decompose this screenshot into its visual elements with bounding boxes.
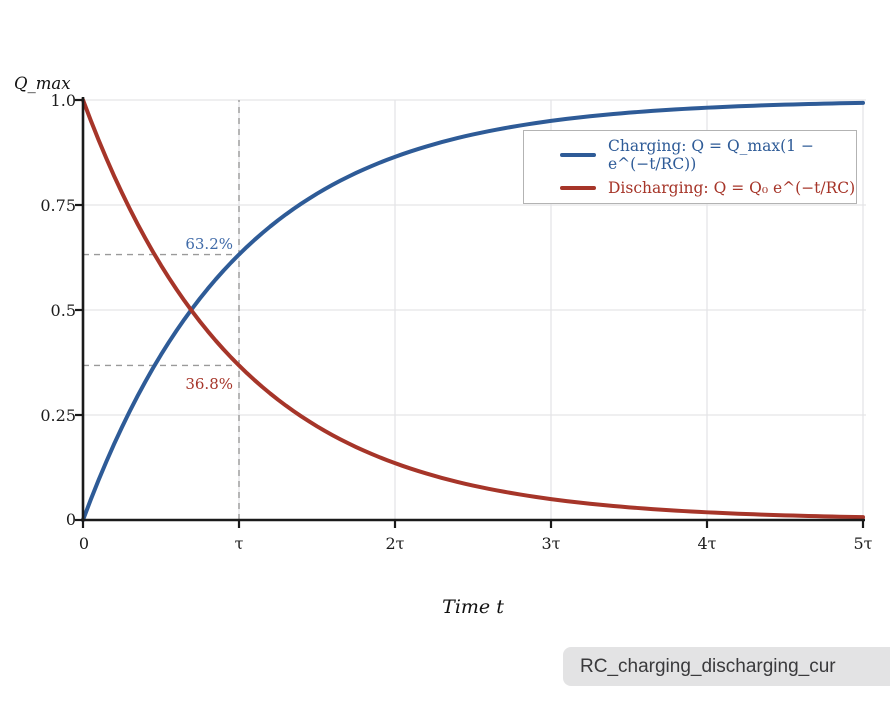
y-tick-label-1.0: 1.0 [51,91,76,110]
curves [81,98,865,522]
x-axis-title: Time t [442,596,504,618]
y-tick-label-0.5: 0.5 [51,301,76,320]
y-axis-title: Q_max [14,74,71,93]
x-tick-label-2t: 2τ [385,534,404,553]
chart-legend: Charging: Q = Q_max(1 − e^(−t/RC)) Disch… [523,130,857,204]
discharging-curve [81,98,865,520]
dashed-guide-lines [83,100,240,520]
legend-item-charging: Charging: Q = Q_max(1 − e^(−t/RC)) [524,137,856,173]
y-tick-label-0: 0 [66,510,76,529]
x-tick-label-0: 0 [79,534,89,553]
charging-curve [81,100,865,522]
x-tick-label-4t: 4τ [697,534,716,553]
legend-label-charging: Charging: Q = Q_max(1 − e^(−t/RC)) [608,137,814,173]
x-tick-label-1t: τ [235,534,244,553]
charging-line-swatch [560,153,596,157]
annotation-63-2-percent: 63.2% [185,235,233,253]
axes [75,97,865,528]
discharging-line-swatch [560,186,596,190]
filename-tooltip: RC_charging_discharging_cur [563,647,890,686]
annotation-36-8-percent: 36.8% [185,375,233,393]
x-tick-label-3t: 3τ [541,534,560,553]
y-tick-label-0.25: 0.25 [40,406,76,425]
legend-item-discharging: Discharging: Q = Q₀ e^(−t/RC) [524,179,856,197]
x-tick-label-5t: 5τ [853,534,872,553]
legend-label-discharging: Discharging: Q = Q₀ e^(−t/RC) [608,179,856,197]
y-tick-label-0.75: 0.75 [40,196,76,215]
